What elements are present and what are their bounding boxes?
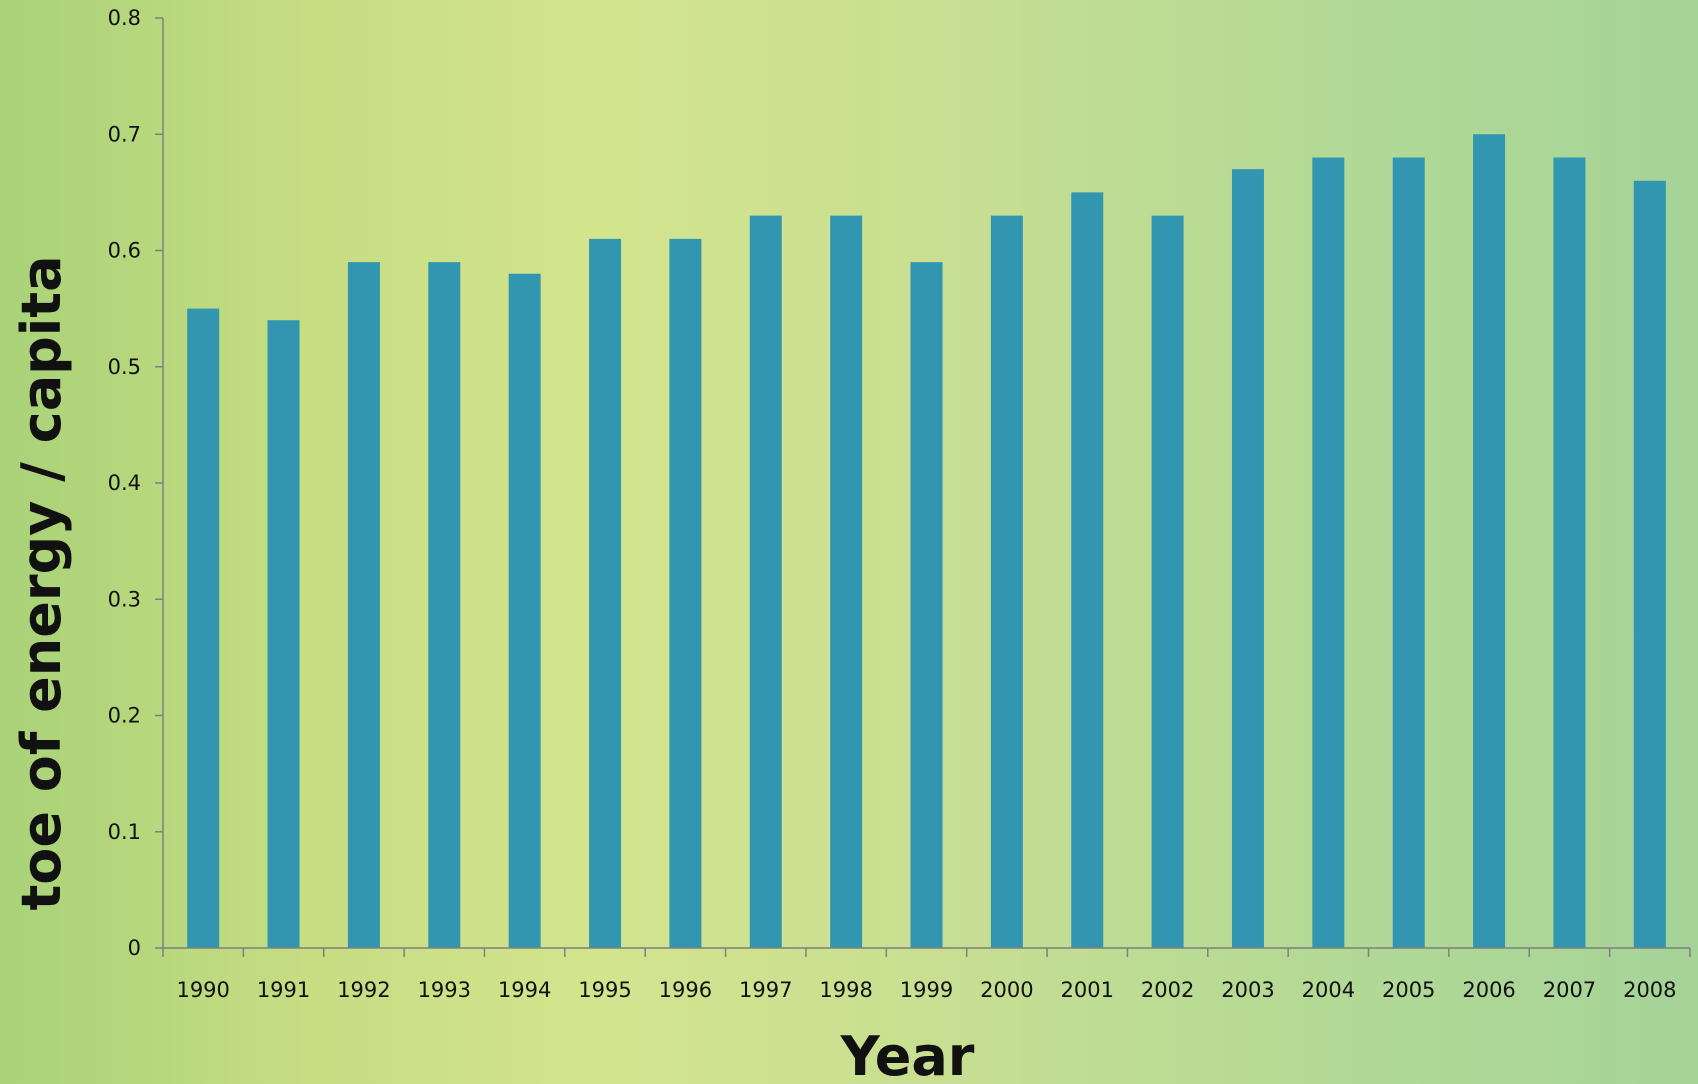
x-tick-label: 2001	[1061, 978, 1114, 1002]
x-tick-label: 1995	[578, 978, 631, 1002]
bar-1992	[347, 262, 380, 948]
y-tick-label: 0.1	[108, 820, 141, 844]
x-tick-label: 1992	[337, 978, 390, 1002]
x-tick-label: 1993	[418, 978, 471, 1002]
x-tick-label: 2008	[1623, 978, 1676, 1002]
bar-1995	[589, 238, 622, 948]
x-tick-label: 1991	[257, 978, 310, 1002]
y-tick-label: 0.4	[108, 471, 141, 495]
bars-group	[187, 134, 1666, 948]
x-tick-label: 2000	[980, 978, 1033, 1002]
x-tick-label: 1996	[659, 978, 712, 1002]
x-tick-label: 2002	[1141, 978, 1194, 1002]
bar-1998	[830, 215, 863, 948]
y-tick-label: 0.3	[108, 587, 141, 611]
bar-2007	[1553, 157, 1586, 948]
bar-2005	[1392, 157, 1425, 948]
bar-1994	[508, 273, 541, 948]
bar-2004	[1312, 157, 1345, 948]
y-tick-label: 0.6	[108, 239, 141, 263]
x-ticks-group: 1990 1991 1992 1993 1994 1995 1996 1997 1998 1999…	[162, 948, 1691, 1002]
x-tick-label: 1998	[819, 978, 872, 1002]
y-tick-label: 0	[128, 936, 141, 960]
y-ticks-group: 0 0.1 0.2 0.3 0.4 0.5 0.6 0.7 0.8	[108, 6, 163, 960]
bar-1990	[187, 308, 220, 948]
bar-1991	[267, 320, 300, 948]
bar-1999	[910, 262, 943, 948]
bar-2002	[1151, 215, 1184, 948]
x-tick-label: 2003	[1221, 978, 1274, 1002]
y-axis-title: toe of energy / capita	[10, 255, 73, 910]
y-tick-label: 0.7	[108, 122, 141, 146]
x-axis-title: Year	[840, 1025, 975, 1084]
x-tick-label: 1999	[900, 978, 953, 1002]
x-tick-label: 2004	[1302, 978, 1355, 1002]
bar-2003	[1231, 169, 1264, 948]
bar-2001	[1071, 192, 1104, 948]
x-tick-label: 2005	[1382, 978, 1435, 1002]
bar-2000	[990, 215, 1023, 948]
x-tick-label: 1990	[176, 978, 229, 1002]
bar-1993	[428, 262, 461, 948]
x-tick-label: 1994	[498, 978, 551, 1002]
bar-1997	[749, 215, 782, 948]
x-tick-label: 2006	[1462, 978, 1515, 1002]
bar-2006	[1473, 134, 1506, 948]
bar-1996	[669, 238, 702, 948]
y-tick-label: 0.2	[108, 704, 141, 728]
bar-2008	[1633, 180, 1666, 948]
x-tick-label: 2007	[1543, 978, 1596, 1002]
y-tick-label: 0.8	[108, 6, 141, 30]
x-tick-label: 1997	[739, 978, 792, 1002]
y-tick-label: 0.5	[108, 355, 141, 379]
